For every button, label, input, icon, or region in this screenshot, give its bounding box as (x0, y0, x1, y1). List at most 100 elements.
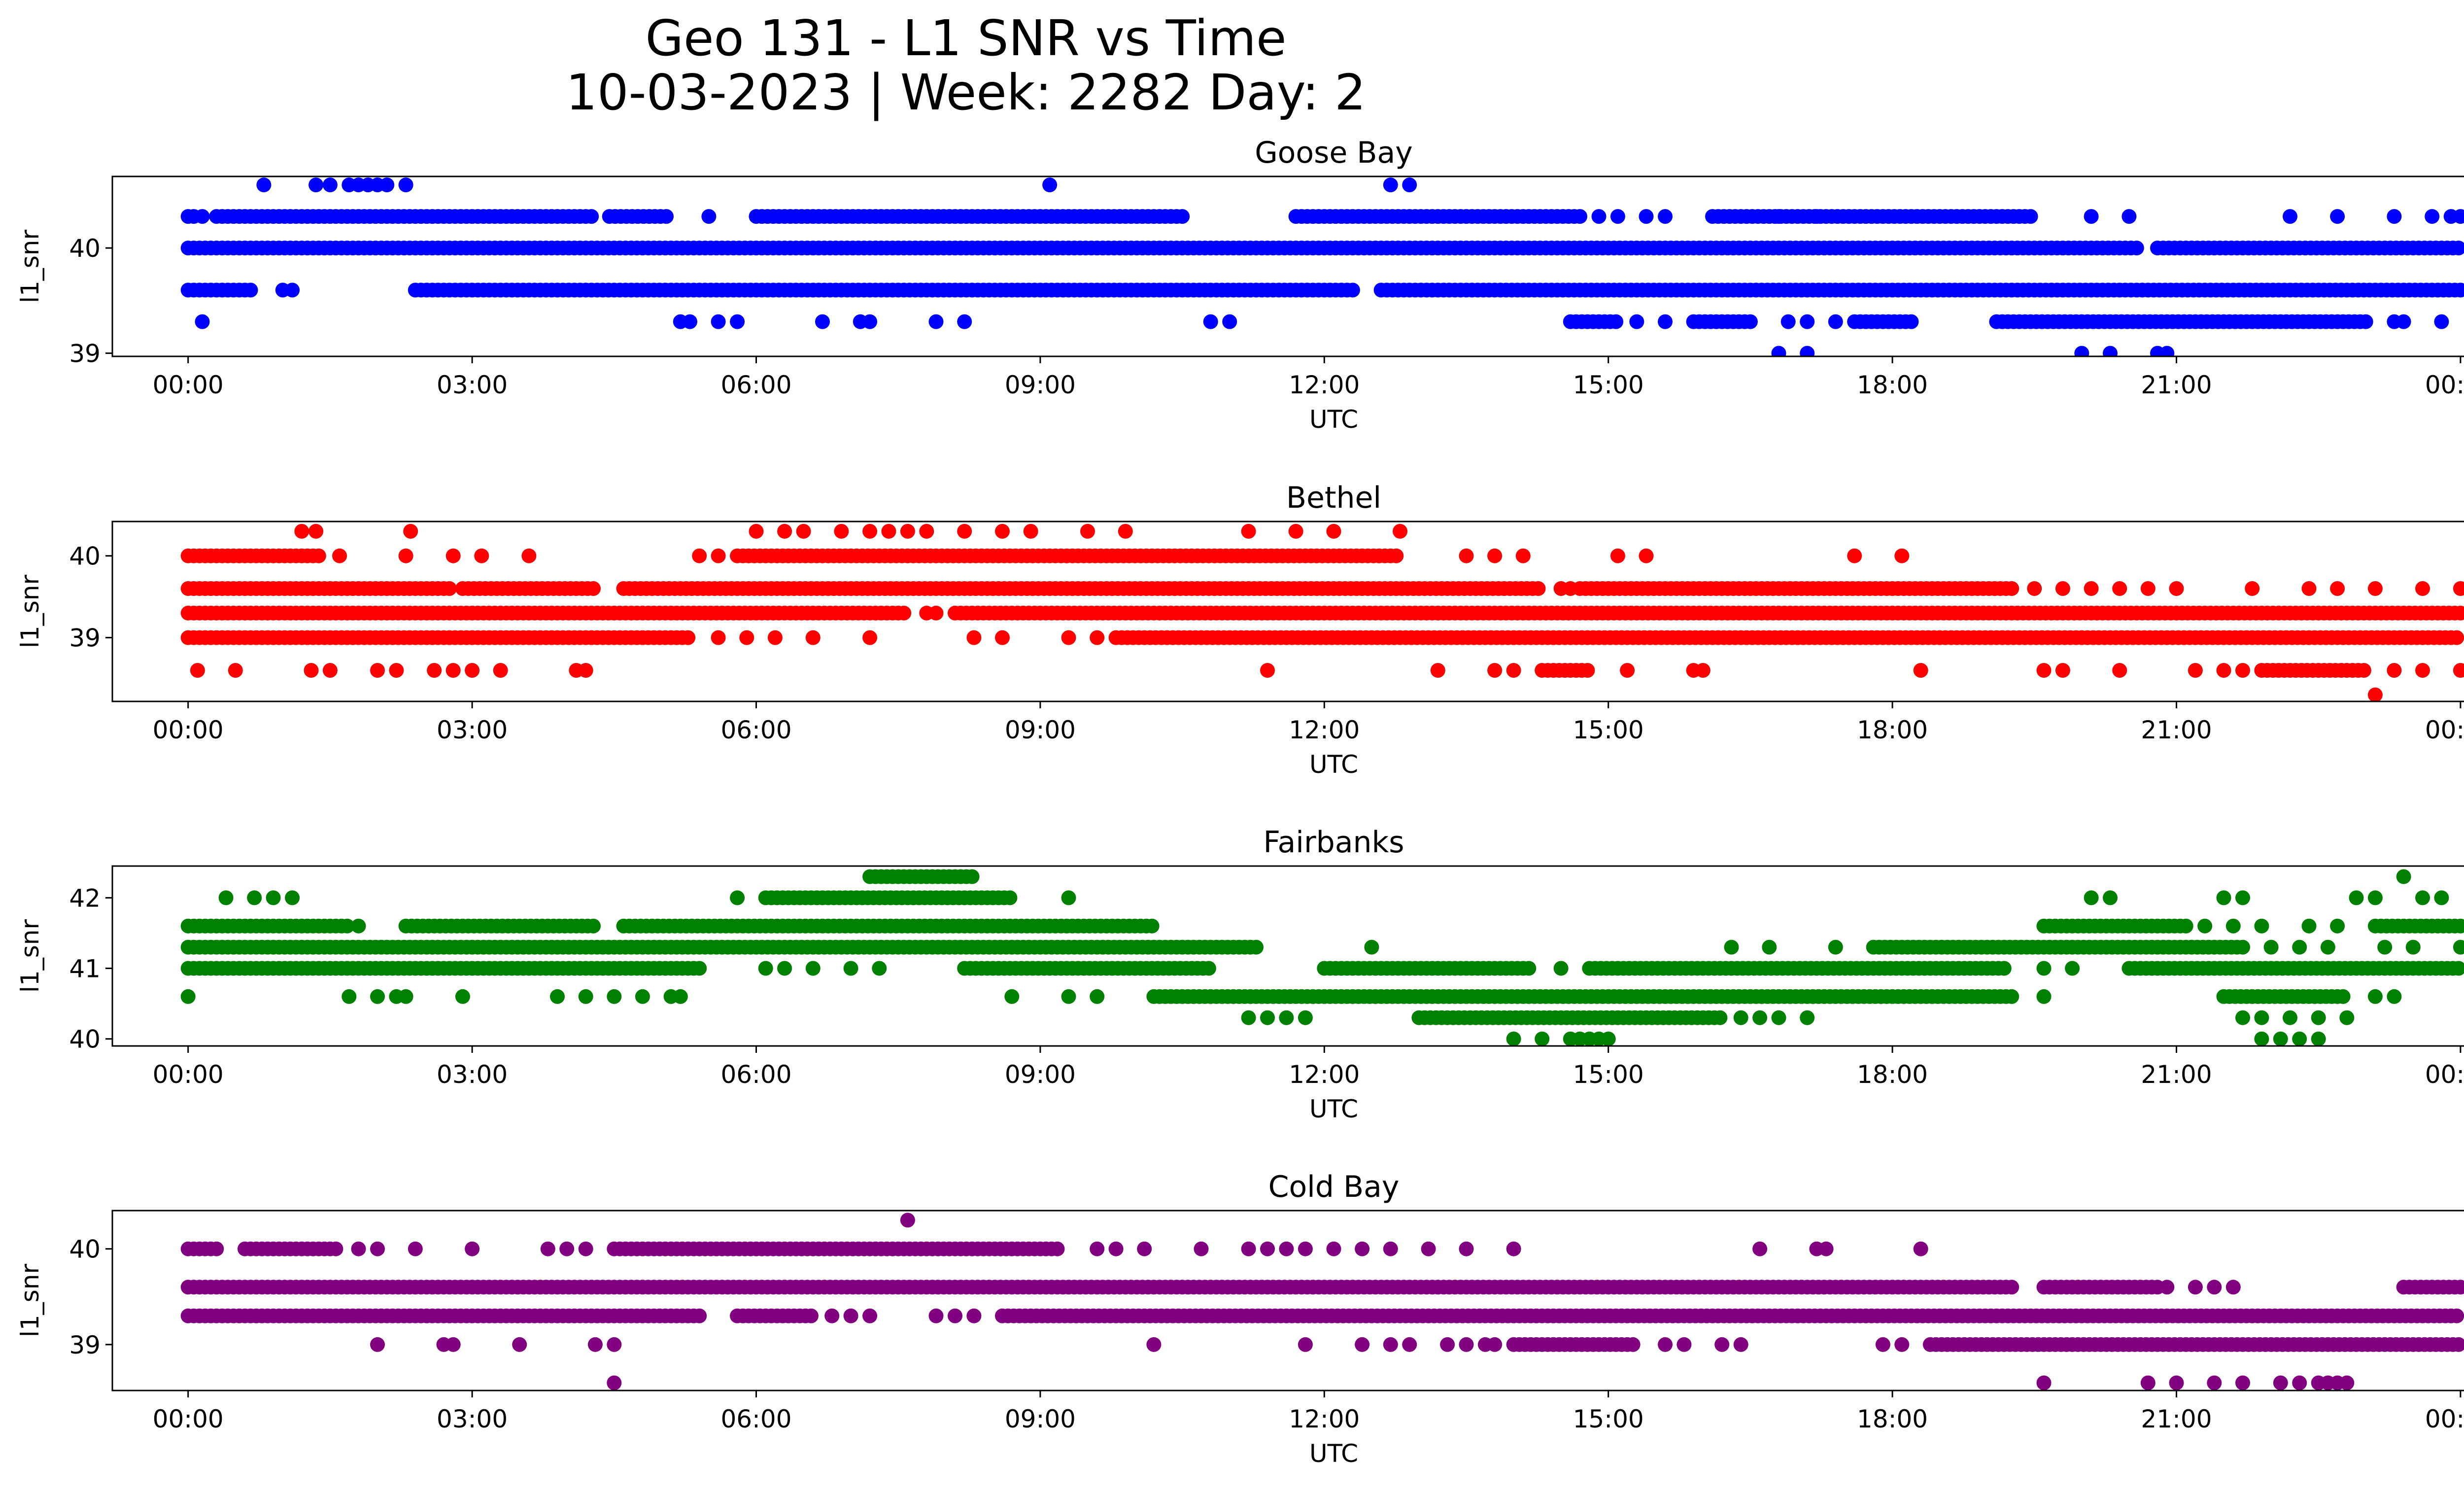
data-point (2159, 346, 2175, 356)
x-tick-label: 12:00 (1289, 1060, 1360, 1089)
data-point (474, 548, 489, 563)
data-point (803, 1308, 819, 1323)
x-axis-label: UTC (1309, 405, 1358, 434)
data-point (2453, 282, 2464, 298)
data-point (1389, 548, 1404, 563)
data-point (1288, 523, 1303, 539)
data-point (1326, 1241, 1341, 1256)
data-point (2216, 663, 2231, 678)
data-point (862, 1308, 878, 1323)
data-point (584, 209, 599, 224)
data-point (2055, 581, 2070, 596)
data-point (2356, 663, 2371, 678)
data-point (398, 989, 413, 1004)
data-point (1809, 209, 1824, 224)
data-point (966, 630, 982, 645)
data-point (2004, 989, 2019, 1004)
data-point (1345, 282, 1360, 298)
data-point (966, 1308, 982, 1323)
data-point (2425, 209, 2440, 224)
data-point (311, 548, 326, 563)
data-point (2235, 890, 2250, 905)
data-point (1260, 1241, 1275, 1256)
data-point (2207, 1280, 2222, 1295)
data-point (805, 630, 821, 645)
data-point (1175, 209, 1190, 224)
data-point (2339, 1375, 2355, 1391)
data-point (2283, 209, 2297, 224)
data-point (2301, 581, 2317, 596)
data-point (465, 1241, 480, 1256)
data-point (190, 663, 205, 678)
y-axis-label: l1_snr (16, 575, 44, 648)
data-point (673, 989, 688, 1004)
data-point (308, 177, 324, 193)
subplot-title: Bethel (1286, 481, 1381, 515)
data-point (1563, 581, 1578, 596)
data-point (2225, 1280, 2241, 1295)
data-point (995, 630, 1010, 645)
y-tick-label: 40 (69, 1025, 101, 1054)
data-point (1515, 548, 1531, 563)
y-tick-label: 40 (69, 1235, 101, 1264)
data-point (493, 663, 508, 678)
data-point (247, 890, 262, 905)
x-tick-label: 12:00 (1289, 371, 1360, 399)
data-point (2330, 209, 2345, 224)
data-point (2330, 581, 2345, 596)
data-point (607, 1337, 622, 1352)
y-tick-label: 41 (69, 955, 101, 983)
data-point (398, 177, 413, 193)
data-point (1402, 1337, 1417, 1352)
data-point (1733, 1337, 1748, 1352)
data-point (1743, 314, 1758, 329)
data-point (2254, 918, 2269, 934)
data-point (1629, 314, 1644, 329)
data-point (2453, 918, 2464, 934)
data-point (578, 663, 593, 678)
data-point (1249, 939, 1264, 955)
data-point (862, 630, 878, 645)
data-point (370, 1241, 385, 1256)
data-point (2027, 581, 2042, 596)
data-point (692, 1308, 707, 1323)
data-point (1487, 663, 1503, 678)
data-point (2292, 1375, 2307, 1391)
data-point (1241, 1010, 1256, 1025)
data-point (1875, 1337, 1890, 1352)
data-point (2320, 939, 2335, 955)
data-point (1080, 523, 1095, 539)
x-tick-label: 06:00 (720, 716, 791, 744)
x-tick-label: 00:00 (153, 716, 224, 744)
data-point (209, 1241, 224, 1256)
y-axis-label: l1_snr (16, 1264, 44, 1337)
data-point (1658, 314, 1673, 329)
data-point (243, 282, 258, 298)
axes-frame (111, 175, 2464, 357)
data-point (587, 1337, 603, 1352)
y-tick-label: 40 (69, 542, 101, 571)
x-tick-label: 21:00 (2141, 1405, 2212, 1433)
data-point (711, 314, 726, 329)
data-points (180, 177, 2464, 356)
data-point (1487, 548, 1503, 563)
data-point (1118, 523, 1133, 539)
x-tick-label: 21:00 (2141, 716, 2212, 744)
data-point (2036, 989, 2052, 1004)
data-point (1298, 1337, 1313, 1352)
x-tick-label: 06:00 (720, 1060, 791, 1089)
data-point (1535, 1031, 1550, 1046)
x-tick-label: 15:00 (1573, 1405, 1644, 1433)
data-point (730, 314, 745, 329)
data-point (2065, 961, 2080, 976)
x-axis-label: UTC (1309, 1095, 1358, 1123)
figure-title-line1: Geo 131 - L1 SNR vs Time (646, 9, 1287, 67)
x-axis-label: UTC (1309, 1439, 1358, 1468)
data-point (2023, 209, 2038, 224)
data-point (332, 548, 347, 563)
data-point (2036, 1375, 2052, 1391)
data-point (1894, 1337, 1910, 1352)
y-tick-label: 42 (69, 884, 101, 912)
x-tick-label: 12:00 (1289, 716, 1360, 744)
data-point (1580, 663, 1595, 678)
